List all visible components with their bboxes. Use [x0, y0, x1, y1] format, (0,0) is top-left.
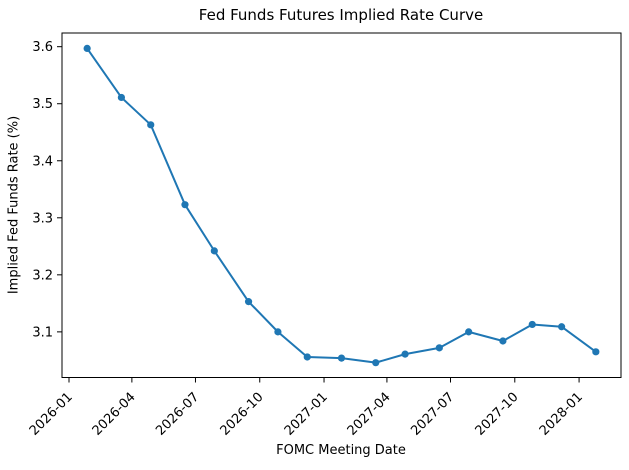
x-tick-label: 2028-01 [537, 390, 586, 439]
data-point [337, 354, 346, 362]
data-point [83, 44, 91, 52]
data-point [244, 298, 253, 306]
data-point [274, 328, 282, 336]
x-tick-label: 2027-04 [345, 390, 394, 439]
data-point [181, 201, 189, 209]
plot-border [61, 32, 622, 378]
y-tick-label: 3.6 [32, 40, 53, 55]
data-point [303, 353, 311, 361]
data-point [401, 350, 409, 358]
x-tick-label: 2027-07 [408, 390, 457, 439]
y-tick-label: 3.2 [32, 268, 53, 283]
y-tick-label: 3.1 [32, 325, 53, 340]
data-point [499, 337, 507, 345]
data-point [147, 121, 155, 129]
data-point [558, 323, 566, 331]
data-point [435, 344, 443, 352]
x-tick-label: 2027-10 [473, 390, 522, 439]
data-point [528, 320, 536, 329]
y-axis-label: Implied Fed Funds Rate (%) [6, 115, 22, 295]
x-tick-label: 2026-07 [153, 390, 202, 439]
data-point [592, 348, 600, 356]
data-point [372, 359, 380, 367]
chart-title: Fed Funds Futures Implied Rate Curve [198, 6, 484, 24]
y-tick-label: 3.3 [32, 211, 53, 226]
x-tick-label: 2026-04 [90, 390, 139, 439]
rate-line [86, 47, 597, 364]
y-tick-label: 3.5 [32, 97, 53, 112]
x-tick-label: 2026-01 [27, 390, 76, 439]
data-point [465, 328, 473, 336]
x-tick-label: 2027-01 [282, 390, 331, 439]
x-axis-label: FOMC Meeting Date [276, 443, 406, 458]
x-tick-label: 2026-10 [218, 390, 267, 439]
data-point [117, 93, 125, 102]
y-tick-label: 3.4 [32, 154, 53, 169]
data-point [210, 247, 218, 255]
